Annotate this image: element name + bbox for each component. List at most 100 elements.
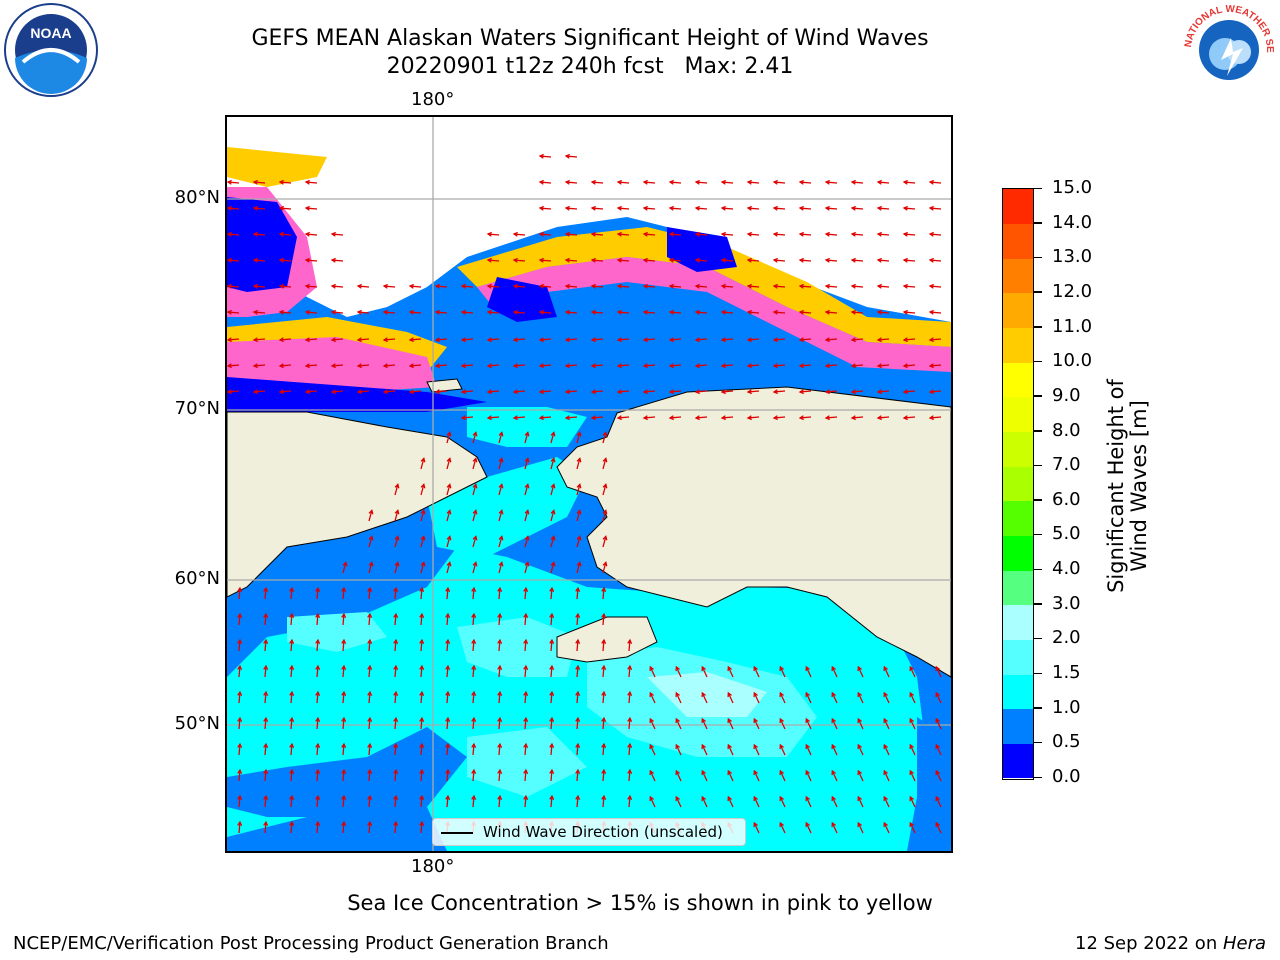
wave-direction-arrowhead	[538, 257, 544, 263]
wave-direction-arrowhead	[498, 457, 504, 463]
wave-direction-arrowhead	[627, 690, 633, 696]
wave-direction-arrowhead	[227, 283, 232, 289]
wave-direction-arrowhead	[831, 665, 836, 672]
wave-direction-arrow	[909, 796, 916, 808]
wave-direction-arrowhead	[393, 690, 399, 696]
wave-direction-arrow	[357, 285, 370, 288]
wave-direction-arrowhead	[408, 363, 414, 369]
wave-direction-arrowhead	[824, 231, 830, 237]
wave-direction-arrow	[305, 259, 318, 262]
wave-direction-arrowhead	[627, 664, 633, 670]
wave-direction-arrow	[316, 821, 319, 834]
wave-direction-arrowhead	[523, 742, 529, 748]
wave-direction-arrow	[883, 770, 890, 782]
wave-direction-arrow	[435, 338, 448, 341]
wave-direction-arrowhead	[315, 794, 321, 800]
footer-credit: NCEP/EMC/Verification Post Processing Pr…	[13, 933, 609, 954]
noaa-logo-text: NOAA	[30, 25, 71, 41]
wave-direction-arrow	[929, 233, 942, 236]
wave-direction-arrowhead	[772, 309, 778, 315]
wave-direction-arrow	[342, 691, 345, 704]
wave-direction-arrow	[420, 587, 423, 600]
wave-direction-arrowhead	[564, 389, 570, 395]
wave-direction-arrow	[799, 285, 812, 288]
wave-direction-arrow	[342, 613, 345, 626]
wave-direction-arrow	[903, 233, 916, 236]
wave-direction-arrowhead	[356, 363, 362, 369]
wave-direction-arrowhead	[576, 561, 582, 567]
wave-direction-arrow	[831, 718, 838, 730]
wave-direction-arrowhead	[601, 768, 607, 774]
wave-direction-arrowhead	[434, 309, 440, 315]
wave-direction-arrowhead	[263, 638, 269, 644]
wave-direction-arrowhead	[472, 561, 478, 567]
wave-direction-arrow	[727, 666, 734, 678]
wave-direction-arrow	[227, 311, 240, 314]
colorbar-tick-mark	[1034, 430, 1042, 432]
wave-direction-arrow	[695, 338, 708, 341]
wave-direction-arrow	[831, 822, 838, 834]
wave-direction-arrow	[394, 613, 397, 626]
wave-direction-arrow	[394, 717, 397, 730]
wave-direction-arrowhead	[419, 794, 425, 800]
colorbar-tick-mark	[1034, 533, 1042, 536]
wave-direction-arrow	[851, 390, 864, 393]
wave-direction-arrowhead	[341, 742, 347, 748]
wave-direction-arrowhead	[498, 509, 504, 515]
wave-direction-arrow	[675, 718, 682, 730]
wave-direction-arrow	[524, 484, 529, 496]
deep-blue-1	[227, 197, 297, 292]
wave-direction-arrowhead	[798, 337, 804, 343]
wave-direction-arrowhead	[779, 743, 784, 750]
wave-direction-arrow	[831, 744, 838, 756]
wave-direction-arrowhead	[701, 691, 706, 698]
wave-direction-arrow	[550, 536, 555, 548]
wave-direction-arrowhead	[445, 612, 451, 618]
wave-direction-arrow	[472, 795, 475, 808]
wave-direction-arrowhead	[601, 716, 607, 722]
wave-direction-arrow	[394, 691, 397, 704]
wave-direction-arrow	[877, 338, 890, 341]
wave-direction-arrowhead	[675, 665, 680, 672]
wave-direction-arrow	[701, 718, 708, 730]
wave-region-palecyan	[647, 672, 767, 717]
wave-direction-arrowhead	[289, 612, 295, 618]
wave-direction-arrow	[721, 259, 734, 262]
wave-direction-arrow	[316, 743, 319, 756]
wave-direction-arrowhead	[746, 389, 752, 395]
wave-direction-arrow	[669, 364, 682, 367]
wave-direction-arrowhead	[471, 716, 477, 722]
wave-direction-arrow	[721, 181, 734, 184]
wave-direction-arrowhead	[902, 179, 908, 185]
wave-direction-arrowhead	[367, 742, 373, 748]
wave-direction-arrowhead	[278, 257, 284, 263]
wave-direction-arrowhead	[394, 483, 400, 489]
wave-direction-arrowhead	[590, 309, 596, 315]
wave-direction-arrowhead	[368, 509, 374, 515]
wave-direction-arrowhead	[434, 363, 440, 369]
wave-direction-arrowhead	[382, 337, 388, 343]
wave-direction-arrow	[883, 692, 890, 704]
wave-direction-arrowhead	[289, 690, 295, 696]
wave-direction-arrowhead	[850, 389, 856, 395]
wave-direction-arrowhead	[779, 769, 784, 776]
wave-direction-arrowhead	[642, 309, 648, 315]
wave-direction-arrowhead	[512, 257, 518, 263]
wave-direction-arrow	[628, 769, 631, 782]
wave-direction-arrow	[253, 364, 266, 367]
wave-direction-arrow	[472, 613, 475, 626]
wave-direction-arrowhead	[445, 716, 451, 722]
wave-direction-arrow	[721, 207, 734, 210]
wave-direction-arrowhead	[471, 638, 477, 644]
wave-direction-arrow	[773, 181, 786, 184]
lat-label-60: 60°N	[174, 568, 220, 589]
wave-direction-arrow	[591, 207, 604, 210]
wave-direction-arrow	[628, 639, 631, 652]
wave-direction-arrowhead	[602, 483, 608, 489]
wave-direction-arrow	[264, 613, 267, 626]
wave-direction-arrowhead	[590, 415, 596, 421]
wave-direction-arrowhead	[876, 205, 882, 211]
wave-direction-arrowhead	[649, 795, 654, 802]
wave-direction-arrow	[331, 364, 344, 367]
wave-direction-arrowhead	[649, 691, 654, 698]
